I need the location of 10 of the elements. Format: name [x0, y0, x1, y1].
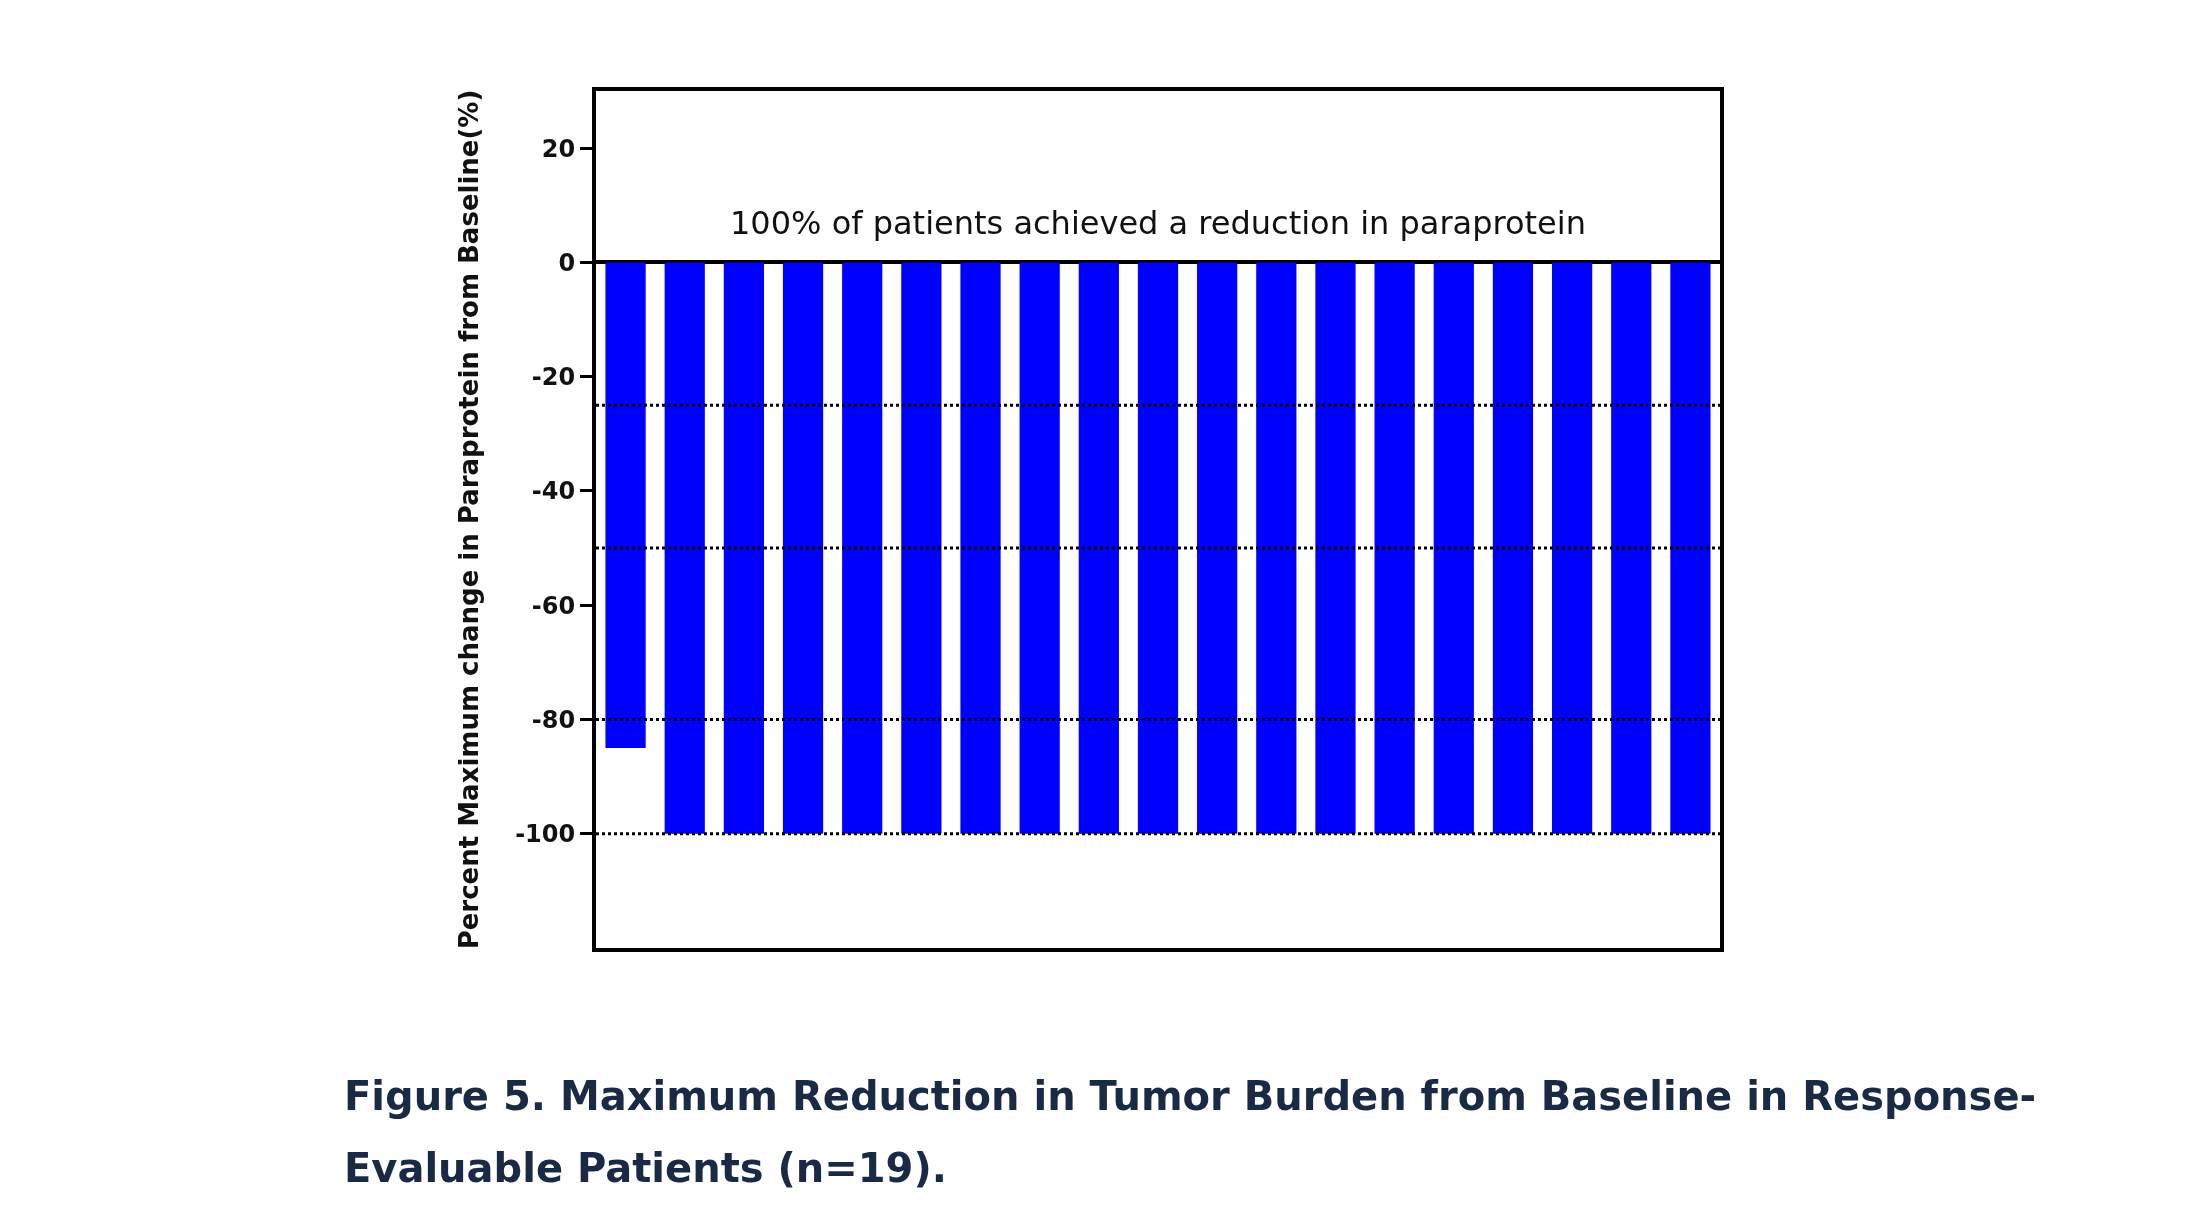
y-tick-label: -60	[531, 591, 576, 620]
y-tick-label: -100	[515, 820, 576, 849]
y-tick-label: -20	[531, 363, 576, 392]
annotation: 100% of patients achieved a reduction in paraprotein	[730, 204, 1586, 242]
y-tick-label: 20	[541, 134, 576, 163]
y-tick-label: -40	[531, 477, 576, 506]
y-tick-label: -80	[531, 705, 576, 734]
y-axis-title: Percent Maximum change in Paraprotein from Baseline(%)	[454, 89, 485, 950]
y-tick-label: 0	[558, 248, 576, 277]
caption: Figure 5. Maximum Reduction in Tumor Burden from Baseline in Response-Evaluable Patients (n=19).	[344, 1072, 2038, 1193]
